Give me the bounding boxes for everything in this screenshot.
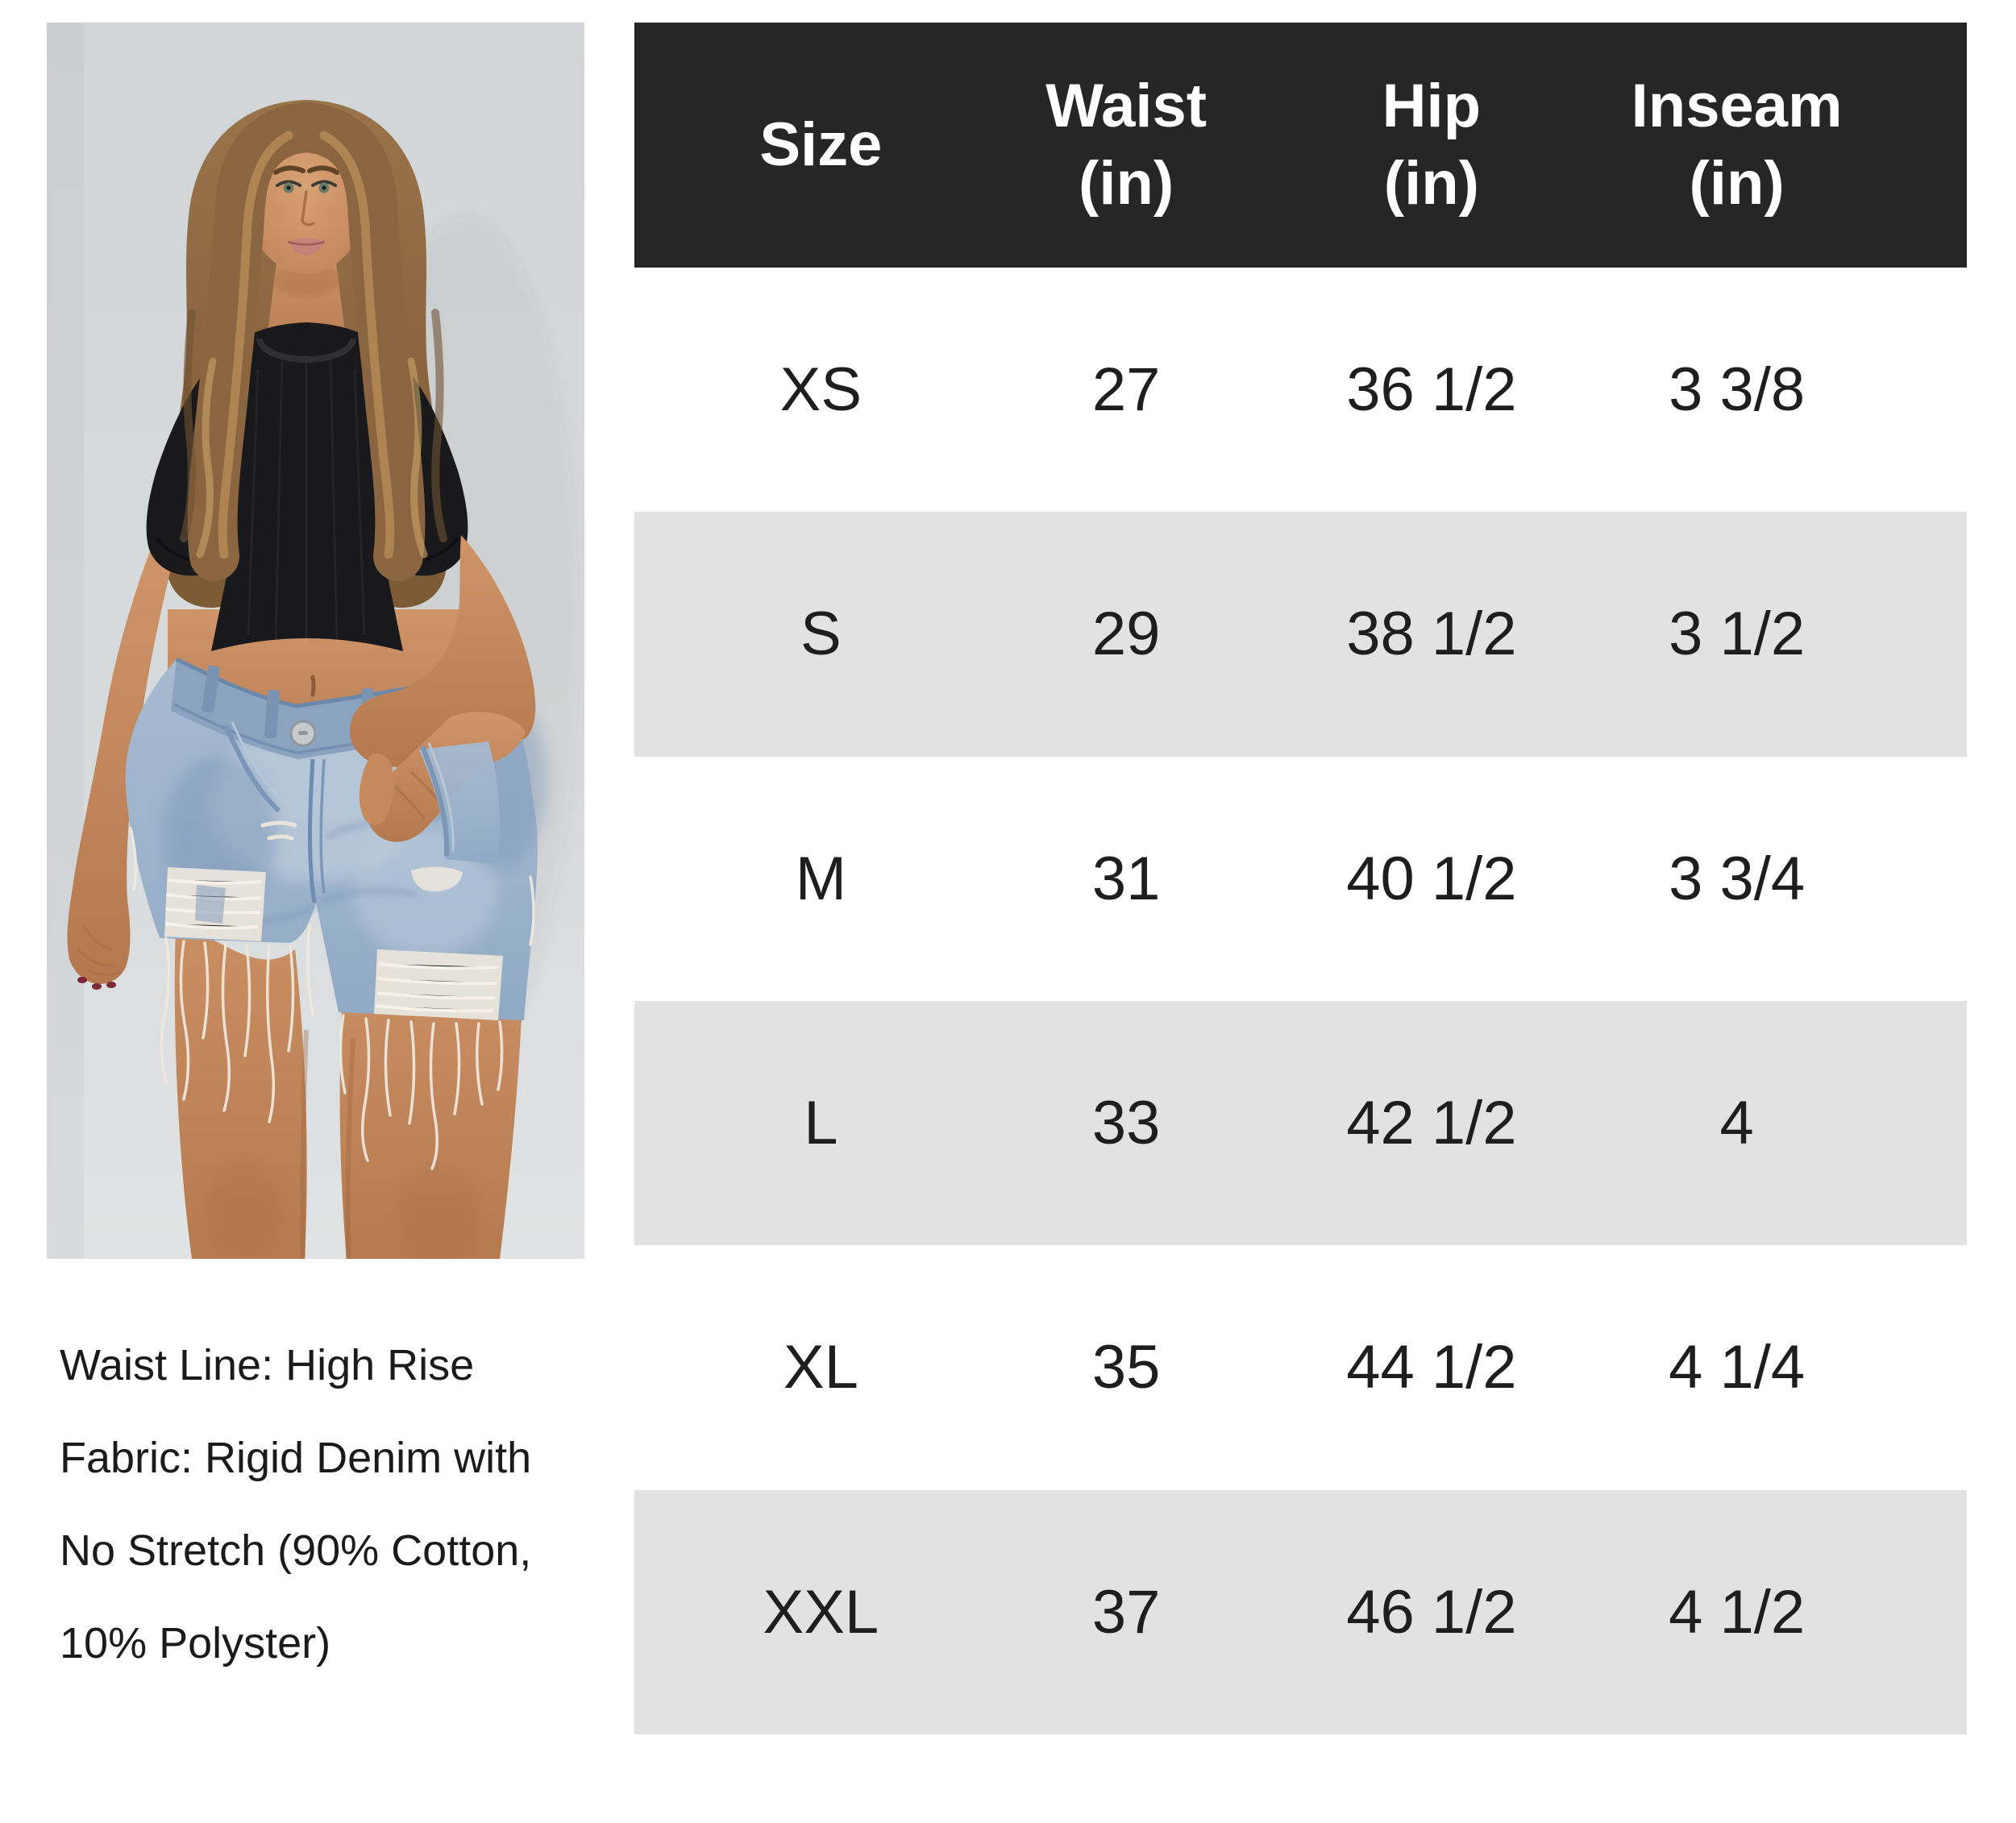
cell-hip: 46 1/2 bbox=[1346, 1577, 1517, 1647]
table-row-xs: XS 27 36 1/2 3 3/8 bbox=[634, 268, 1967, 513]
header-label: Hip bbox=[1382, 72, 1482, 140]
cell-hip: 40 1/2 bbox=[1346, 844, 1517, 913]
cell-size: XS bbox=[779, 355, 863, 425]
fray-threads bbox=[129, 827, 535, 1170]
note-line: No Stretch (90% Cotton, bbox=[60, 1526, 532, 1575]
header-cell-size: Size bbox=[668, 106, 974, 184]
cell-waist: 31 bbox=[1091, 844, 1161, 913]
cell-size: M bbox=[795, 844, 847, 913]
header-unit: (in) bbox=[1079, 149, 1174, 218]
note-line: Waist Line: High Rise bbox=[60, 1341, 475, 1389]
cell-inseam: 3 3/8 bbox=[1669, 355, 1806, 425]
model-photo-illustration bbox=[47, 23, 584, 1259]
header-unit: (in) bbox=[1689, 149, 1785, 218]
cell-inseam: 3 3/4 bbox=[1669, 844, 1806, 913]
header-unit: (in) bbox=[1383, 149, 1479, 218]
header-cell-hip: Hip (in) bbox=[1279, 68, 1585, 222]
header-label: Waist bbox=[1045, 72, 1208, 140]
table-row-xxl: XXL 37 46 1/2 4 1/2 bbox=[634, 1489, 1967, 1734]
cell-waist: 27 bbox=[1091, 355, 1161, 425]
knee-shading bbox=[207, 1159, 281, 1256]
cell-hip: 36 1/2 bbox=[1346, 355, 1517, 425]
cell-hip: 42 1/2 bbox=[1346, 1089, 1517, 1158]
front-pocket-left bbox=[223, 724, 281, 813]
header-cell-waist: Waist (in) bbox=[974, 68, 1279, 222]
model-photo bbox=[47, 23, 584, 1259]
backdrop-shadow-left bbox=[47, 23, 84, 1259]
nose bbox=[301, 190, 315, 226]
table-row-l: L 33 42 1/2 4 bbox=[634, 1000, 1967, 1246]
cell-size: XXL bbox=[763, 1577, 879, 1647]
product-notes: Waist Line: High Rise Fabric: Rigid Deni… bbox=[60, 1319, 592, 1690]
cell-inseam: 4 bbox=[1719, 1089, 1754, 1158]
cell-size: S bbox=[800, 600, 842, 669]
table-row-m: M 31 40 1/2 3 3/4 bbox=[634, 756, 1967, 1001]
size-chart-header-row: Size Waist (in) Hip (in) Inseam (in) bbox=[634, 23, 1967, 268]
rib-texture bbox=[247, 355, 366, 645]
cell-waist: 35 bbox=[1091, 1333, 1161, 1402]
nail-polish bbox=[92, 983, 102, 990]
fly-seam bbox=[308, 758, 317, 903]
table-row-s: S 29 38 1/2 3 1/2 bbox=[634, 512, 1967, 757]
nail-polish bbox=[106, 982, 116, 988]
eyebrow bbox=[307, 165, 339, 175]
cell-inseam: 3 1/2 bbox=[1669, 600, 1806, 669]
header-label: Inseam bbox=[1631, 72, 1843, 140]
navel bbox=[310, 675, 316, 697]
hair-front bbox=[180, 102, 447, 581]
model-right-arm-hand-in-pocket bbox=[350, 535, 536, 864]
header-label: Size bbox=[759, 110, 883, 179]
crew-neckline bbox=[256, 338, 356, 363]
cell-waist: 29 bbox=[1091, 600, 1161, 669]
cell-waist: 33 bbox=[1091, 1089, 1161, 1158]
cell-hip: 44 1/2 bbox=[1346, 1333, 1517, 1402]
model-left-arm bbox=[67, 550, 175, 990]
distressed-patches bbox=[164, 820, 503, 1020]
cell-inseam: 4 1/4 bbox=[1669, 1333, 1806, 1402]
thumb bbox=[359, 753, 393, 825]
size-chart-table: Size Waist (in) Hip (in) Inseam (in) XS … bbox=[634, 23, 1967, 1734]
nail-polish bbox=[77, 977, 87, 983]
knee-shading bbox=[398, 1167, 479, 1259]
note-line: 10% Polyster) bbox=[60, 1619, 331, 1667]
header-cell-inseam: Inseam (in) bbox=[1584, 68, 1889, 222]
cell-hip: 38 1/2 bbox=[1346, 600, 1517, 669]
cell-inseam: 4 1/2 bbox=[1669, 1577, 1806, 1647]
eyes bbox=[276, 180, 337, 193]
cell-waist: 37 bbox=[1091, 1577, 1161, 1647]
table-row-xl: XL 35 44 1/2 4 1/4 bbox=[634, 1245, 1967, 1490]
cell-size: XL bbox=[783, 1333, 858, 1402]
lips bbox=[288, 238, 325, 255]
cell-size: L bbox=[804, 1089, 838, 1158]
eyebrow bbox=[273, 165, 306, 175]
note-line: Fabric: Rigid Denim with bbox=[60, 1434, 532, 1482]
